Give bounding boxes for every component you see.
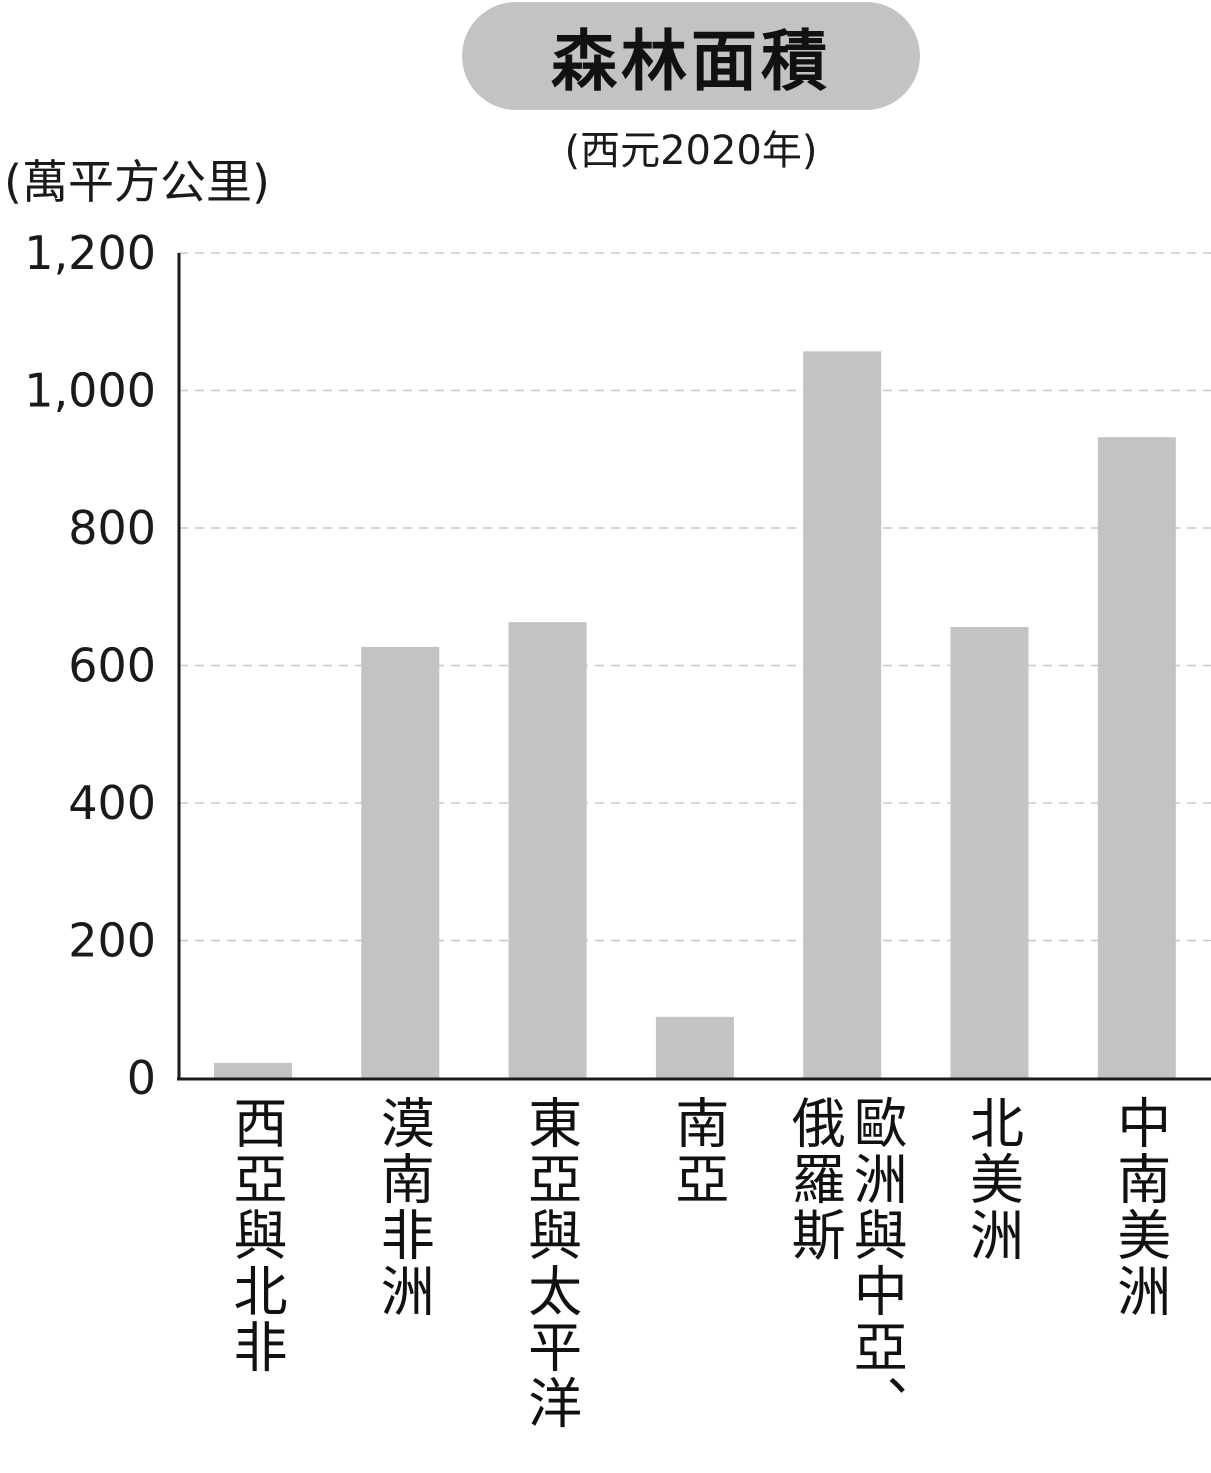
y-tick-label: 0: [127, 1051, 156, 1105]
axes: [177, 253, 1211, 1081]
gridlines: [179, 252, 1211, 942]
y-tick-label: 800: [68, 501, 156, 555]
bars: [214, 351, 1176, 1078]
bar: [803, 351, 882, 1078]
x-category-label: 歐洲與中亞、 俄羅斯: [782, 1095, 908, 1431]
chart-title: 森林面積: [551, 23, 831, 100]
x-category-label: 漠南非洲: [371, 1095, 435, 1319]
y-axis-unit-label: (萬平方公里): [4, 155, 270, 209]
bar: [1097, 437, 1176, 1078]
bar: [214, 1062, 292, 1078]
bar: [655, 1016, 734, 1078]
bar: [950, 627, 1029, 1078]
y-tick-label: 1,000: [24, 364, 156, 418]
bar: [508, 622, 587, 1078]
x-category-label: 東亞與太平洋: [518, 1095, 582, 1431]
y-tick-label: 1,200: [24, 226, 156, 280]
x-category-label: 南亞: [665, 1095, 729, 1207]
y-tick-label: 400: [68, 776, 156, 830]
chart-title-pill: 森林面積: [462, 2, 920, 110]
x-category-label: 西亞與北非: [224, 1095, 287, 1375]
y-tick-label: 200: [68, 914, 156, 968]
y-tick-labels: 0 200 400 600 800 1,000 1,200: [24, 226, 156, 1105]
bar: [361, 646, 440, 1078]
y-tick-label: 600: [68, 639, 156, 693]
chart-subtitle: (西元2020年): [564, 128, 818, 174]
x-category-label: 中南美洲: [1107, 1095, 1171, 1319]
x-category-label: 北美洲: [960, 1095, 1024, 1263]
